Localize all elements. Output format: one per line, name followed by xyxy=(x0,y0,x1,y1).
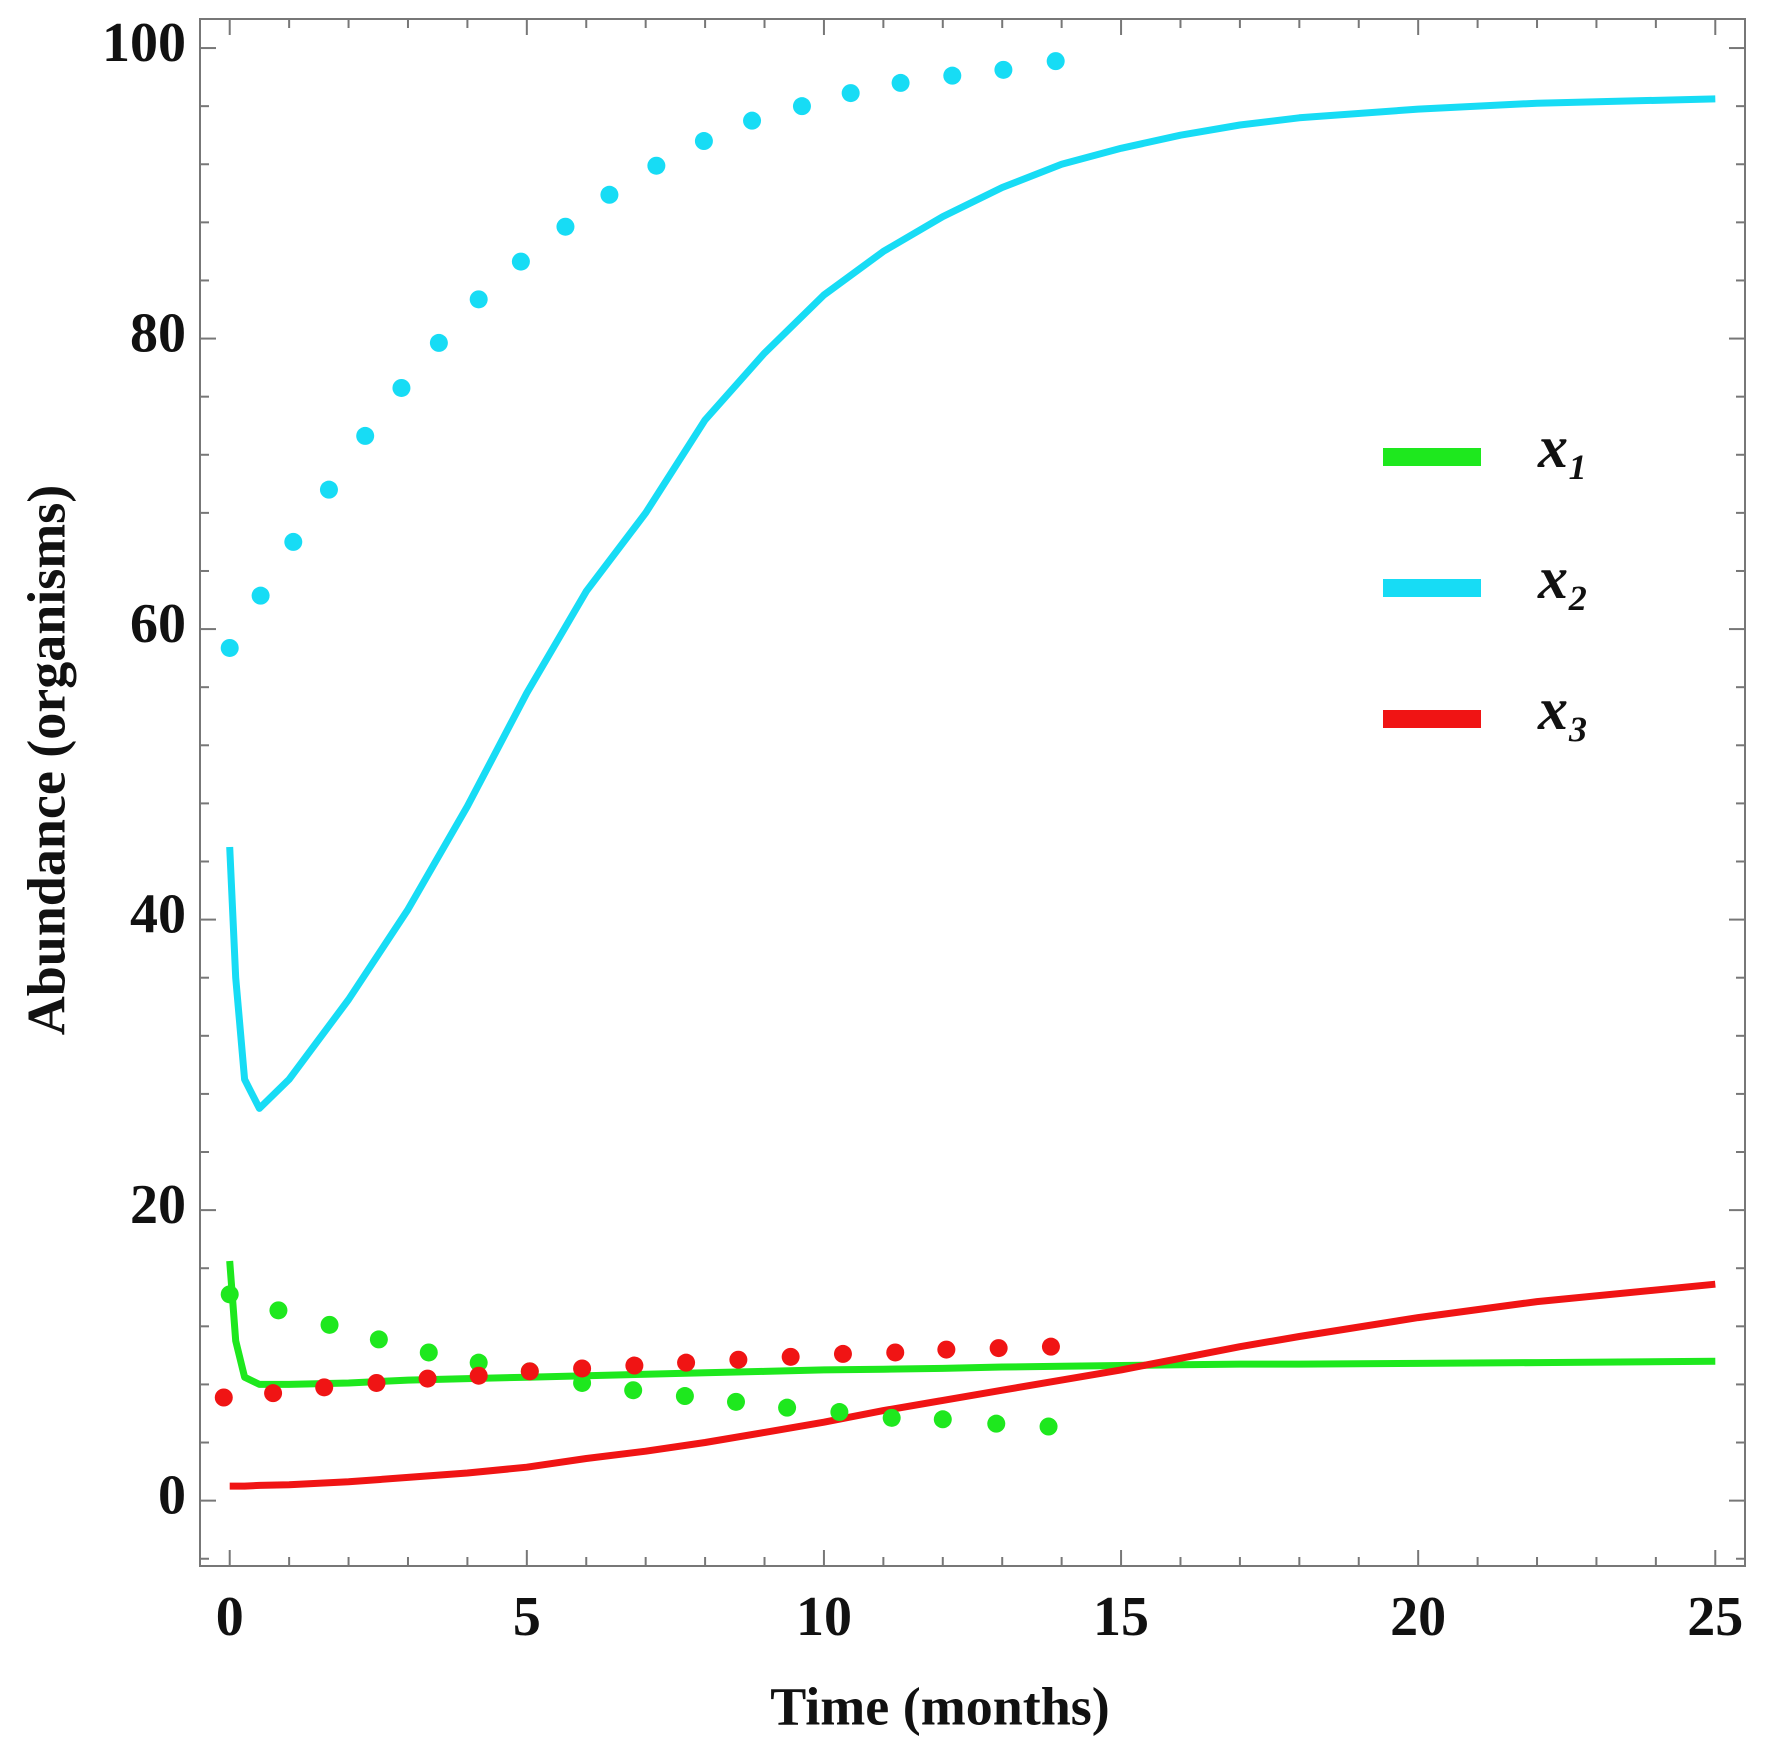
data-point xyxy=(284,532,303,551)
data-point xyxy=(943,66,962,85)
y-tick-label: 20 xyxy=(130,1174,186,1236)
data-point xyxy=(251,586,270,605)
data-point xyxy=(556,217,575,236)
data-point xyxy=(1041,1337,1060,1356)
x-tick-label: 0 xyxy=(216,1586,244,1648)
data-point xyxy=(625,1356,644,1375)
plot-frame xyxy=(199,18,1746,1567)
data-point xyxy=(315,1378,334,1397)
data-point xyxy=(987,1414,1006,1433)
y-tick-label: 0 xyxy=(158,1464,186,1526)
data-point xyxy=(356,426,375,445)
data-point xyxy=(743,111,762,130)
data-point xyxy=(511,252,530,271)
data-point xyxy=(833,1344,852,1363)
y-tick-label: 40 xyxy=(130,883,186,945)
x-tick-label: 5 xyxy=(513,1586,541,1648)
data-point xyxy=(933,1410,952,1429)
data-point xyxy=(994,60,1013,79)
data-point xyxy=(886,1343,905,1362)
data-point xyxy=(1039,1417,1058,1436)
data-point xyxy=(573,1373,592,1392)
legend-label: x₂ xyxy=(1537,545,1589,611)
data-point xyxy=(392,378,411,397)
data-point xyxy=(937,1340,956,1359)
series-line xyxy=(226,95,1716,1112)
data-point xyxy=(469,1353,488,1372)
data-point xyxy=(891,73,910,92)
data-point xyxy=(729,1350,748,1369)
legend-label: x₁ xyxy=(1537,414,1589,480)
y-tick-label: 60 xyxy=(130,593,186,655)
series-line xyxy=(226,1260,1716,1388)
data-point xyxy=(1046,52,1065,71)
data-point xyxy=(319,480,338,499)
data-point xyxy=(320,1315,339,1334)
y-tick-label: 100 xyxy=(102,12,186,74)
legend-label: x₃ xyxy=(1537,676,1589,743)
data-point xyxy=(520,1362,539,1381)
data-point xyxy=(726,1392,745,1411)
data-point xyxy=(624,1381,643,1400)
data-point xyxy=(675,1387,694,1406)
data-point xyxy=(429,333,448,352)
y-tick-label: 80 xyxy=(130,302,186,364)
data-point xyxy=(677,1353,696,1372)
x-axis-title: Time (months) xyxy=(770,1676,1110,1736)
data-point xyxy=(469,1366,488,1385)
data-point xyxy=(220,638,239,657)
data-point xyxy=(647,156,666,175)
data-point xyxy=(781,1347,800,1366)
data-point xyxy=(369,1330,388,1349)
data-point xyxy=(264,1384,283,1403)
data-point xyxy=(989,1339,1008,1358)
data-point xyxy=(882,1408,901,1427)
series-line xyxy=(229,1280,1716,1490)
data-point xyxy=(694,132,713,151)
data-point xyxy=(367,1373,386,1392)
x-tick-label: 20 xyxy=(1390,1586,1446,1648)
data-point xyxy=(419,1343,438,1362)
data-point xyxy=(469,290,488,309)
data-point xyxy=(841,84,860,103)
data-point xyxy=(220,1285,239,1304)
x-tick-label: 10 xyxy=(796,1586,852,1648)
data-point xyxy=(600,185,619,204)
data-point xyxy=(573,1359,592,1378)
y-axis-title: Abundance (organisms) xyxy=(16,485,76,1036)
data-point xyxy=(214,1388,233,1407)
data-point xyxy=(830,1403,849,1422)
x-tick-label: 25 xyxy=(1687,1586,1743,1648)
data-point xyxy=(418,1369,437,1388)
data-point xyxy=(792,97,811,116)
data-point xyxy=(778,1398,797,1417)
data-point xyxy=(269,1301,288,1320)
x-tick-label: 15 xyxy=(1093,1586,1149,1648)
